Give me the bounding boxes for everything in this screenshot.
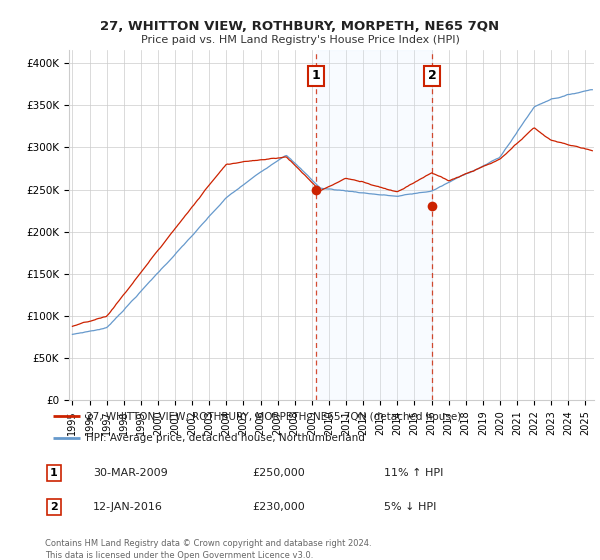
Text: 12-JAN-2016: 12-JAN-2016 — [93, 502, 163, 512]
Bar — [316, 50, 432, 400]
Text: 1: 1 — [50, 468, 58, 478]
Text: £250,000: £250,000 — [252, 468, 305, 478]
Text: 27, WHITTON VIEW, ROTHBURY, MORPETH, NE65 7QN: 27, WHITTON VIEW, ROTHBURY, MORPETH, NE6… — [100, 20, 500, 32]
Text: 27, WHITTON VIEW, ROTHBURY, MORPETH, NE65 7QN (detached house): 27, WHITTON VIEW, ROTHBURY, MORPETH, NE6… — [86, 412, 461, 421]
Text: 5% ↓ HPI: 5% ↓ HPI — [384, 502, 436, 512]
Text: 1: 1 — [311, 69, 320, 82]
Text: £230,000: £230,000 — [252, 502, 305, 512]
Text: 2: 2 — [50, 502, 58, 512]
Text: 11% ↑ HPI: 11% ↑ HPI — [384, 468, 443, 478]
Text: Contains HM Land Registry data © Crown copyright and database right 2024.
This d: Contains HM Land Registry data © Crown c… — [45, 539, 371, 559]
Text: Price paid vs. HM Land Registry's House Price Index (HPI): Price paid vs. HM Land Registry's House … — [140, 35, 460, 45]
Text: 30-MAR-2009: 30-MAR-2009 — [93, 468, 168, 478]
Text: 2: 2 — [428, 69, 437, 82]
Text: HPI: Average price, detached house, Northumberland: HPI: Average price, detached house, Nort… — [86, 433, 365, 443]
